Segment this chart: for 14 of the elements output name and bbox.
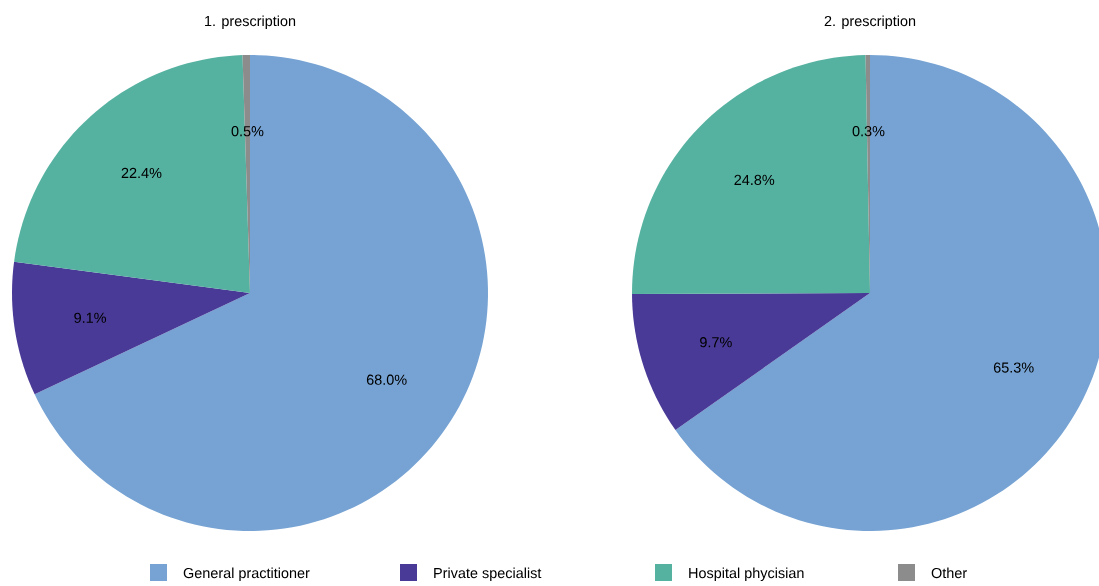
data-label: 0.5% bbox=[231, 126, 264, 137]
legend-label: Private specialist bbox=[434, 567, 542, 581]
data-label: 22.4% bbox=[121, 167, 162, 179]
data-label: 9.1% bbox=[74, 312, 107, 323]
data-label: 9.7% bbox=[700, 337, 732, 348]
legend-label: Hospital phycisian bbox=[689, 567, 804, 581]
data-label: 24.8% bbox=[734, 174, 775, 186]
data-label: 68.0% bbox=[366, 374, 407, 385]
legend-label: General practitioner bbox=[183, 567, 310, 581]
legend-label: Other bbox=[931, 567, 967, 579]
data-label: 0.3% bbox=[852, 126, 885, 137]
data-label: 65.3% bbox=[993, 362, 1034, 373]
chart-title: 2. prescription bbox=[824, 15, 916, 29]
chart-title: 1. prescription bbox=[205, 15, 296, 29]
